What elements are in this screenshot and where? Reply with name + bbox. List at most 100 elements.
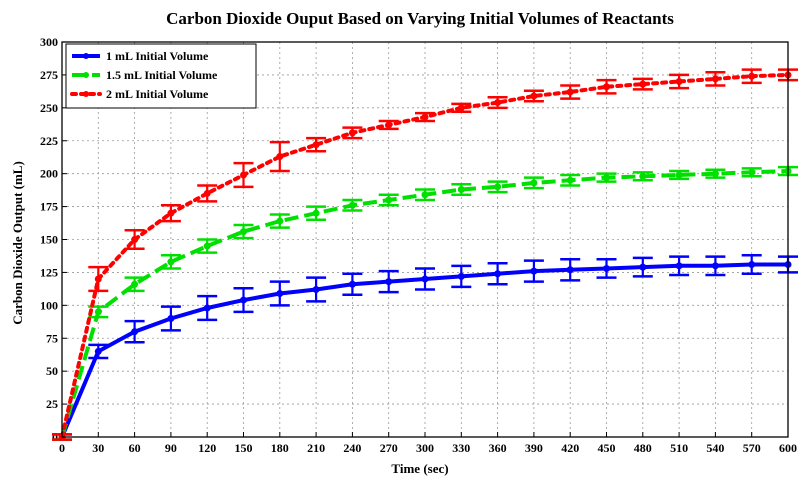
data-point — [748, 169, 755, 176]
data-point — [567, 89, 574, 96]
data-point — [748, 73, 755, 80]
data-point — [494, 270, 501, 277]
data-point — [131, 281, 138, 288]
data-point — [712, 170, 719, 177]
data-point — [530, 268, 537, 275]
data-point — [95, 276, 102, 283]
x-tick-label: 240 — [343, 441, 361, 455]
y-tick-label: 75 — [46, 331, 58, 345]
x-tick-label: 0 — [59, 441, 65, 455]
x-tick-label: 510 — [670, 441, 688, 455]
legend-label: 2 mL Initial Volume — [106, 87, 209, 101]
data-point — [276, 218, 283, 225]
x-tick-label: 180 — [271, 441, 289, 455]
data-point — [313, 210, 320, 217]
data-point — [567, 177, 574, 184]
x-tick-label: 480 — [634, 441, 652, 455]
data-point — [603, 265, 610, 272]
data-point — [603, 83, 610, 90]
x-tick-label: 450 — [598, 441, 616, 455]
y-tick-label: 175 — [40, 200, 58, 214]
y-tick-label: 50 — [46, 364, 58, 378]
data-point — [131, 328, 138, 335]
x-tick-label: 570 — [743, 441, 761, 455]
y-tick-label: 250 — [40, 101, 58, 115]
x-axis-label: Time (sec) — [391, 461, 448, 476]
data-point — [131, 236, 138, 243]
data-point — [313, 141, 320, 148]
data-point — [240, 297, 247, 304]
data-point — [422, 276, 429, 283]
data-point — [240, 171, 247, 178]
x-tick-label: 300 — [416, 441, 434, 455]
data-point — [676, 78, 683, 85]
x-tick-label: 90 — [165, 441, 177, 455]
data-point — [748, 261, 755, 268]
data-point — [639, 173, 646, 180]
series-layer — [52, 70, 798, 441]
y-axis-ticks: 0 25 50 75 100 125 150 175 200 225 250 275 300 — [40, 35, 67, 444]
data-point — [712, 262, 719, 269]
data-point — [313, 286, 320, 293]
x-tick-label: 540 — [706, 441, 724, 455]
data-point — [385, 278, 392, 285]
data-point — [167, 315, 174, 322]
data-point — [422, 191, 429, 198]
data-point — [458, 186, 465, 193]
data-point — [204, 304, 211, 311]
data-point — [676, 171, 683, 178]
data-point — [349, 202, 356, 209]
data-point — [567, 266, 574, 273]
x-tick-label: 30 — [92, 441, 104, 455]
data-point — [712, 75, 719, 82]
x-tick-label: 420 — [561, 441, 579, 455]
x-tick-label: 60 — [129, 441, 141, 455]
data-point — [458, 273, 465, 280]
data-point — [494, 183, 501, 190]
x-tick-label: 210 — [307, 441, 325, 455]
data-point — [530, 92, 537, 99]
x-tick-label: 360 — [489, 441, 507, 455]
x-tick-label: 150 — [235, 441, 253, 455]
data-point — [494, 99, 501, 106]
y-tick-label: 275 — [40, 68, 58, 82]
x-tick-label: 270 — [380, 441, 398, 455]
data-point — [204, 190, 211, 197]
y-tick-label: 100 — [40, 298, 58, 312]
data-point — [422, 114, 429, 121]
data-point — [240, 228, 247, 235]
y-tick-label: 25 — [46, 397, 58, 411]
y-axis-label: Carbon Dioxide Output (mL) — [10, 161, 25, 325]
data-point — [204, 243, 211, 250]
legend-label: 1.5 mL Initial Volume — [106, 68, 218, 82]
x-tick-label: 600 — [779, 441, 797, 455]
legend: 1 mL Initial Volume 1.5 mL Initial Volume… — [66, 44, 256, 108]
data-point — [95, 348, 102, 355]
data-point — [639, 264, 646, 271]
data-point — [349, 129, 356, 136]
data-point — [639, 81, 646, 88]
x-tick-label: 330 — [452, 441, 470, 455]
data-point — [95, 308, 102, 315]
x-axis-ticks: 0 30 60 90 120 150 180 210 240 270 300 330 360 390 420… — [59, 432, 797, 455]
data-point — [385, 197, 392, 204]
data-point — [530, 179, 537, 186]
data-point — [676, 262, 683, 269]
y-tick-label: 0 — [52, 430, 58, 444]
y-tick-label: 125 — [40, 265, 58, 279]
data-point — [603, 174, 610, 181]
x-tick-label: 120 — [198, 441, 216, 455]
data-point — [167, 210, 174, 217]
data-point — [276, 153, 283, 160]
data-point — [458, 104, 465, 111]
y-tick-label: 200 — [40, 167, 58, 181]
data-point — [349, 281, 356, 288]
x-tick-label: 390 — [525, 441, 543, 455]
y-tick-label: 300 — [40, 35, 58, 49]
y-tick-label: 225 — [40, 134, 58, 148]
data-point — [276, 290, 283, 297]
data-point — [167, 258, 174, 265]
y-tick-label: 150 — [40, 233, 58, 247]
data-point — [385, 121, 392, 128]
